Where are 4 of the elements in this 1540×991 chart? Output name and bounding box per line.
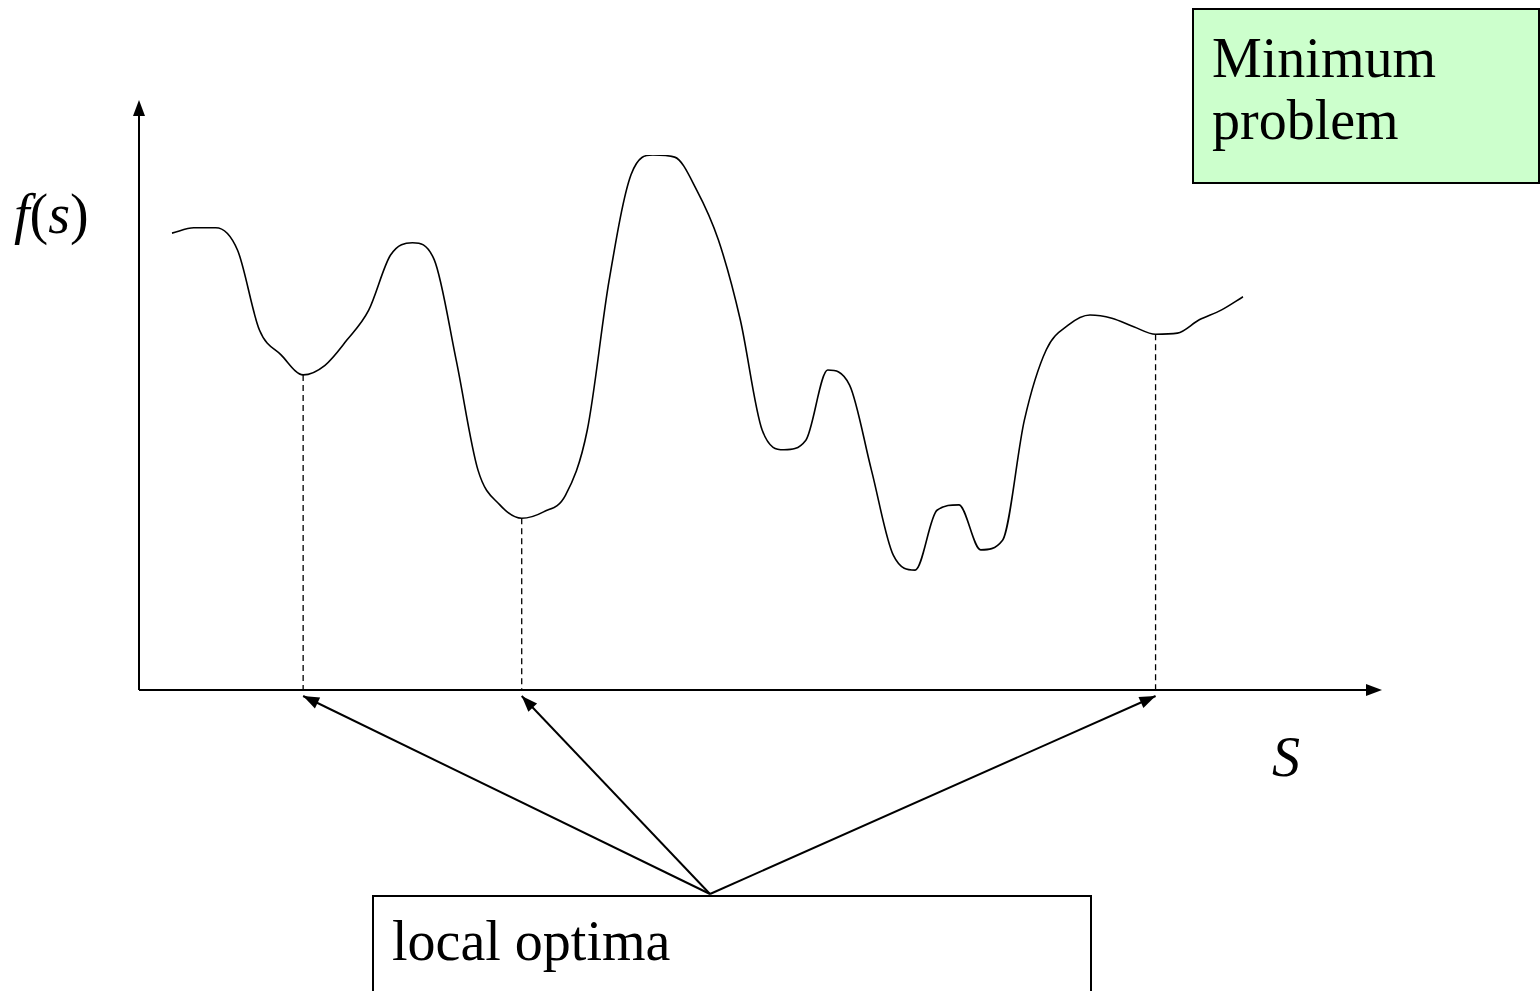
x-axis-title: S bbox=[1272, 725, 1300, 789]
y-axis-title: f(s) bbox=[14, 183, 89, 245]
text: Minimum problem bbox=[1192, 8, 1540, 184]
text: local optima bbox=[372, 895, 1092, 991]
